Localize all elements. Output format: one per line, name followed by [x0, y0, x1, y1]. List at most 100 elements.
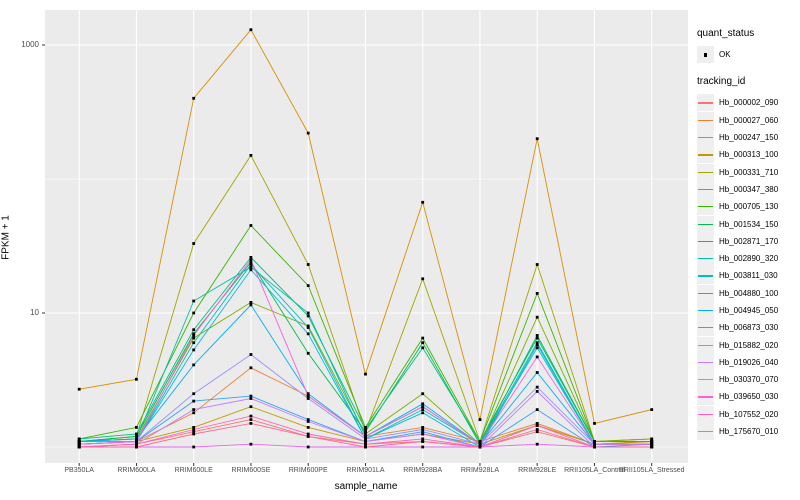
data-point	[192, 299, 196, 303]
data-point	[249, 397, 253, 400]
data-point	[535, 137, 539, 141]
legend-item-Hb_002871_170: Hb_002871_170	[697, 232, 800, 250]
legend-key-swatch	[697, 353, 714, 371]
data-point	[306, 324, 310, 328]
legend-item-Hb_019026_040: Hb_019026_040	[697, 353, 800, 371]
y-axis-title: FPKM + 1	[0, 215, 12, 260]
legend-item-label: Hb_000247_150	[719, 133, 779, 143]
data-point	[306, 435, 310, 438]
data-point	[421, 437, 425, 441]
legend-item-Hb_000027_060: Hb_000027_060	[697, 111, 800, 129]
legend-item-Hb_004945_050: Hb_004945_050	[697, 302, 800, 319]
legend-key-line	[698, 431, 713, 433]
data-point	[192, 242, 196, 245]
data-point	[192, 311, 196, 315]
data-point	[421, 402, 425, 406]
data-point	[192, 426, 196, 429]
data-point	[249, 418, 253, 421]
data-point	[192, 399, 196, 403]
x-tick-label: RRII105LA_Control	[564, 467, 625, 474]
data-point	[421, 346, 425, 350]
data-point	[306, 332, 310, 336]
legend-key-line	[698, 154, 713, 156]
data-point	[192, 328, 196, 332]
data-point	[364, 428, 367, 431]
plot-panel	[45, 10, 688, 463]
legend-item-Hb_000331_710: Hb_000331_710	[697, 163, 800, 181]
data-point	[421, 200, 425, 204]
legend-key-line	[698, 396, 713, 398]
legend-item-label: Hb_004945_050	[719, 306, 779, 315]
data-point	[249, 263, 253, 266]
x-tick-label: RRIM928BA	[403, 467, 443, 474]
data-point	[249, 303, 253, 307]
legend-title-tracking-id: tracking_id	[697, 76, 746, 88]
legend-item-Hb_030370_070: Hb_030370_070	[697, 371, 800, 389]
legend-key-line	[698, 137, 713, 139]
data-point	[306, 284, 310, 287]
legend-key-swatch	[697, 319, 714, 337]
data-point	[535, 422, 539, 425]
data-point	[478, 440, 482, 443]
data-point	[421, 426, 425, 429]
data-point	[135, 445, 138, 449]
data-point	[306, 420, 310, 423]
x-tick-label: RRII105LA_Stressed	[618, 467, 685, 474]
data-point	[135, 432, 138, 436]
legend-item-label: Hb_175670_010	[719, 427, 779, 437]
data-point	[306, 432, 310, 436]
y-tick-label-1000: 1000	[21, 40, 39, 49]
legend-key-swatch	[697, 198, 714, 216]
legend-key-line	[698, 327, 713, 329]
data-point	[77, 387, 81, 391]
point-icon	[704, 53, 708, 57]
data-point	[535, 390, 539, 393]
legend-item-Hb_175670_010: Hb_175670_010	[697, 423, 800, 441]
data-point	[421, 392, 425, 396]
legend-key-swatch	[697, 267, 714, 285]
data-point	[535, 343, 539, 347]
legend-key-line	[698, 258, 713, 260]
data-point	[421, 430, 425, 434]
legend-item-label: Hb_002871_170	[719, 236, 779, 246]
data-point	[421, 405, 425, 409]
data-point	[135, 442, 138, 446]
data-point	[421, 432, 425, 436]
x-tick-label: RRIM600SE	[231, 467, 271, 474]
data-point	[535, 408, 539, 411]
data-point	[249, 28, 253, 32]
legend-key-line	[698, 292, 713, 294]
data-point	[192, 332, 196, 336]
legend-item-label: Hb_039650_030	[719, 392, 779, 402]
data-point	[306, 397, 310, 400]
data-point	[306, 392, 310, 396]
legend-key-line	[698, 102, 713, 104]
x-axis-title: sample_name	[334, 481, 398, 492]
data-point	[77, 442, 81, 446]
legend-item-Hb_000247_150: Hb_000247_150	[697, 129, 800, 147]
data-point	[249, 353, 253, 356]
data-point	[249, 366, 253, 370]
data-point	[650, 437, 654, 441]
x-tick-label: RRIM600PE	[288, 467, 328, 474]
legend-key-line	[698, 206, 713, 208]
x-tick-label: PB350LA	[64, 467, 94, 474]
data-point	[249, 414, 253, 418]
data-point	[364, 435, 367, 438]
legend-key-swatch	[697, 129, 714, 147]
legend-item-Hb_107552_020: Hb_107552_020	[697, 405, 800, 423]
legend-key-swatch	[697, 180, 714, 198]
legend-key-swatch	[697, 111, 714, 129]
data-point	[192, 96, 196, 100]
legend-item-Hb_000313_100: Hb_000313_100	[697, 146, 800, 164]
data-point	[535, 292, 539, 295]
legend-item-Hb_003811_030: Hb_003811_030	[697, 267, 800, 285]
y-tick-label-10: 10	[30, 308, 39, 317]
data-point	[306, 351, 310, 355]
data-point	[478, 418, 482, 421]
data-point	[192, 445, 196, 449]
data-point	[192, 363, 196, 367]
legend-key-line	[698, 379, 713, 381]
data-point	[535, 442, 539, 446]
